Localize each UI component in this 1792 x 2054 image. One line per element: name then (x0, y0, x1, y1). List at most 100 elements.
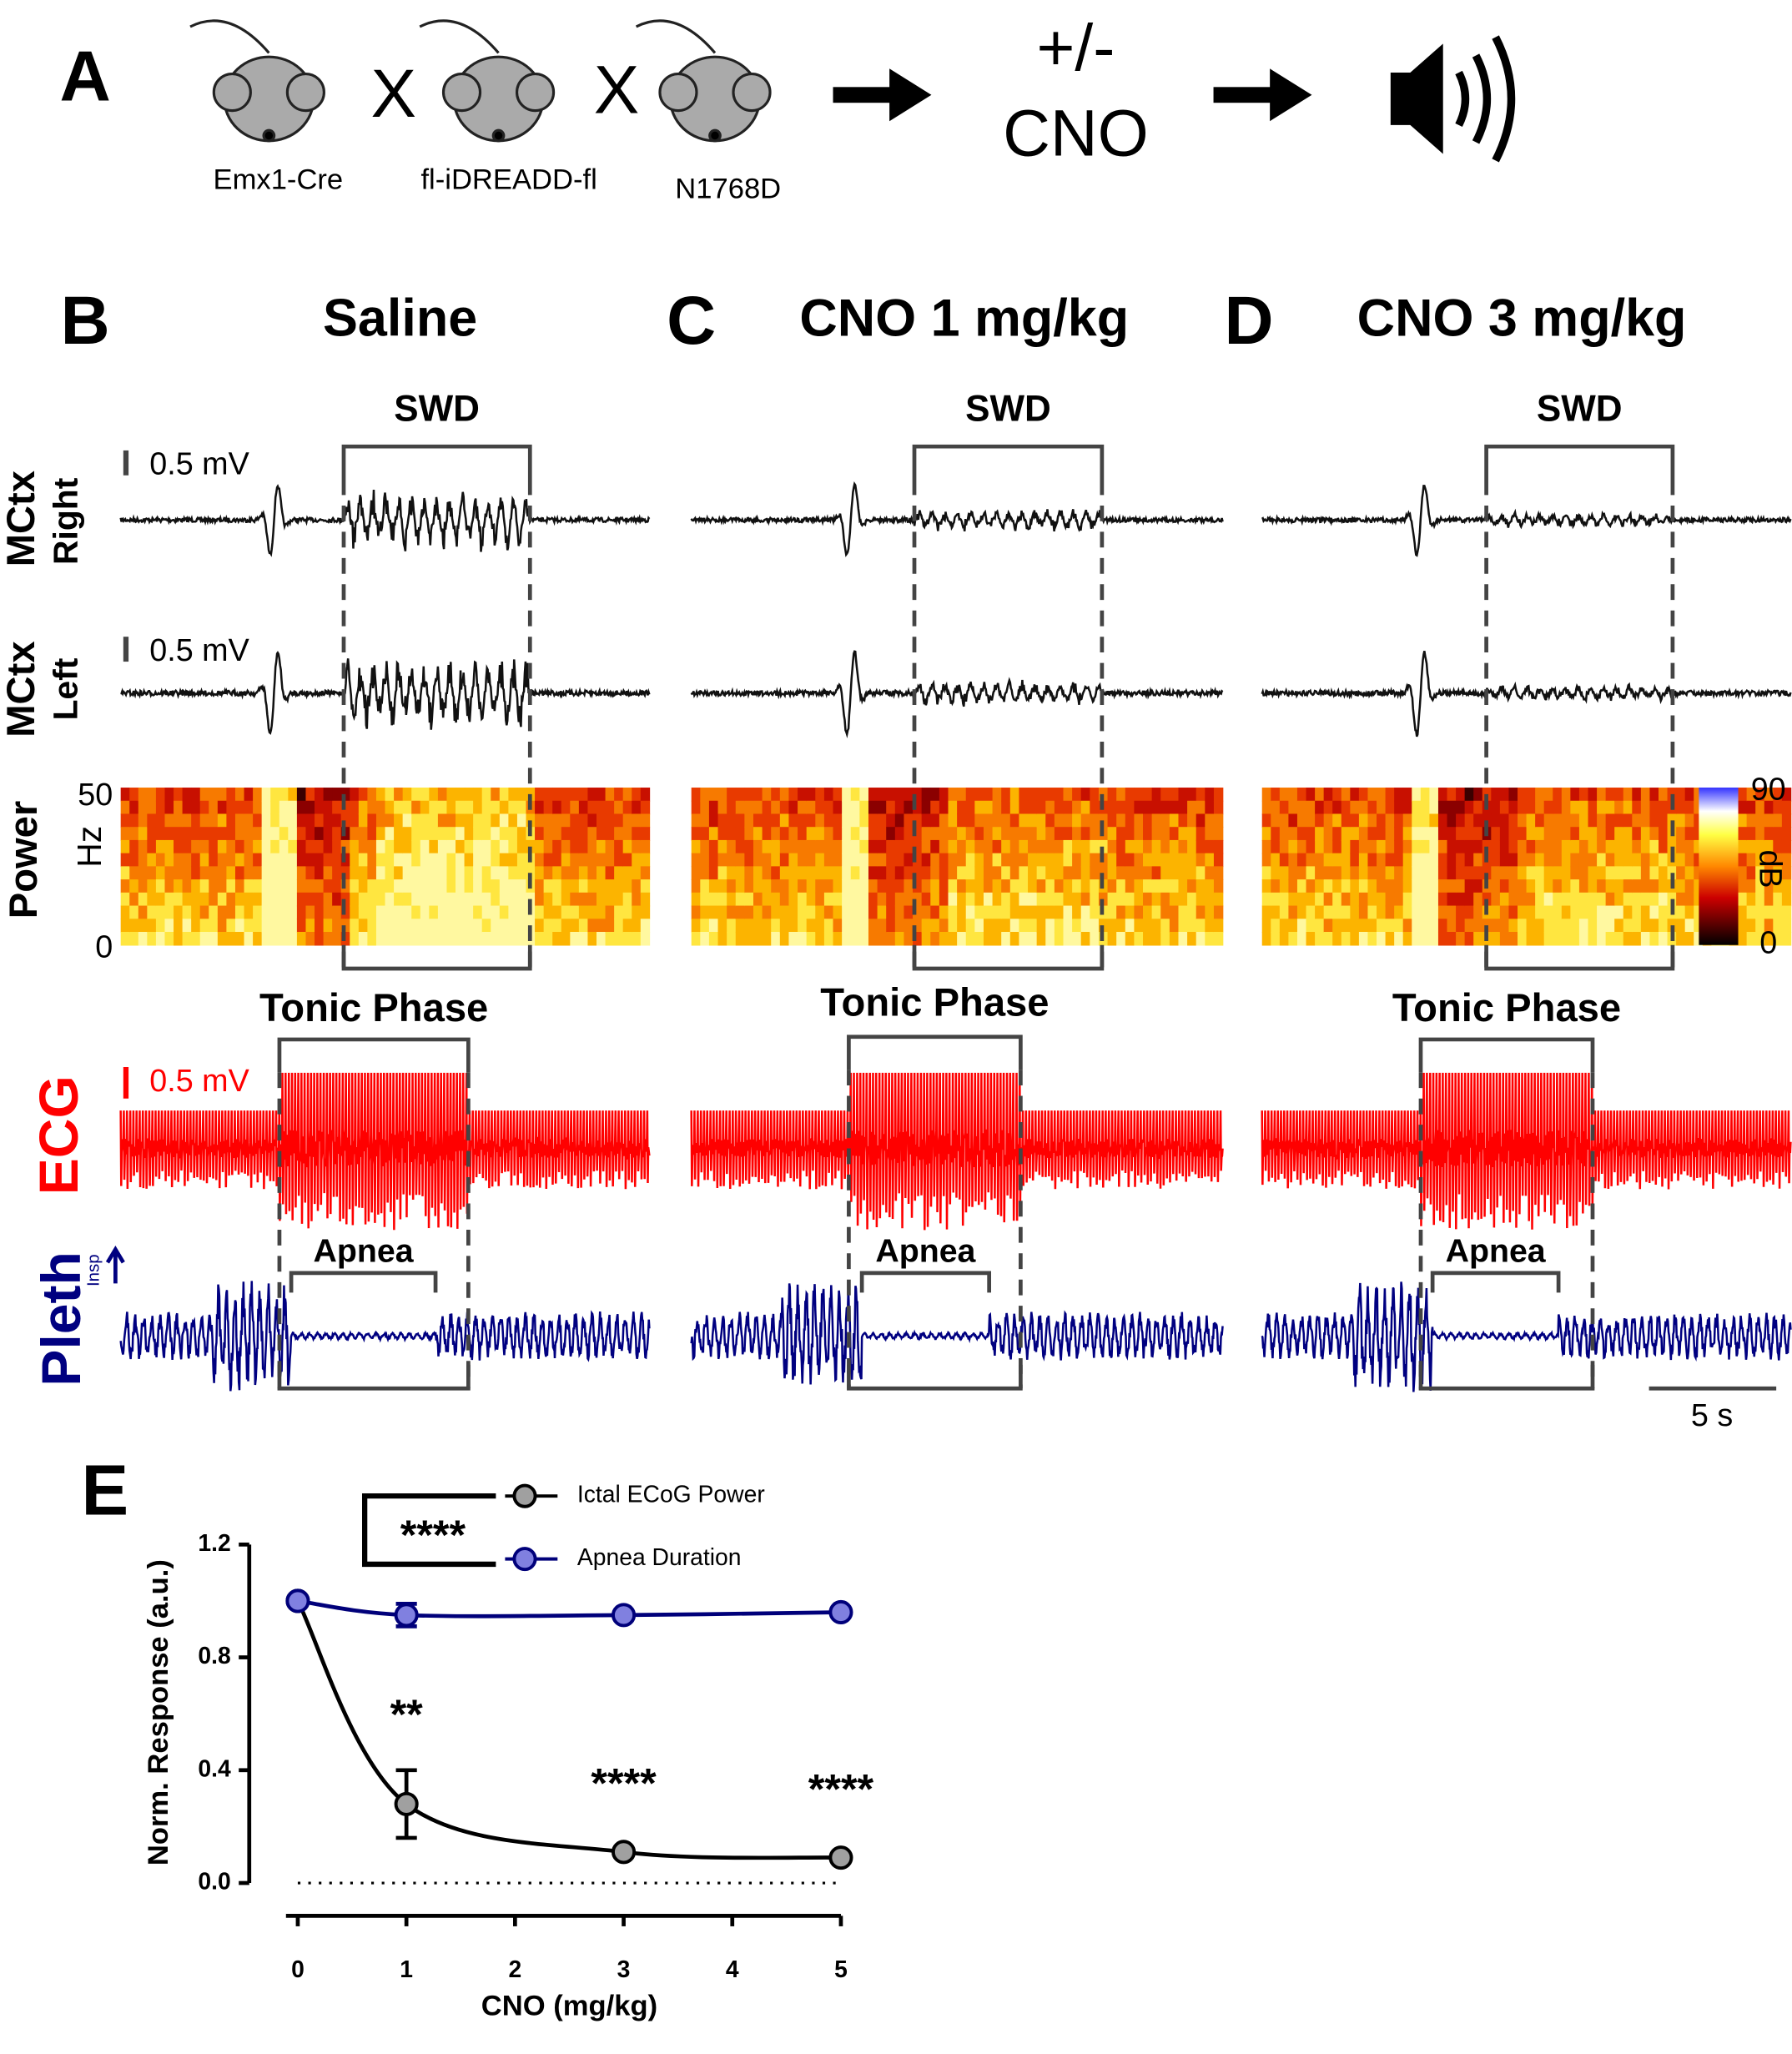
spectrogram-cell (288, 827, 298, 841)
spectrogram-cell (429, 879, 439, 894)
spectrogram-cell (1518, 839, 1528, 854)
spectrogram-cell (587, 813, 597, 828)
spectrogram-cell (1072, 813, 1082, 828)
spectrogram-cell (535, 879, 545, 894)
legend-label: Ictal ECoG Power (577, 1481, 765, 1508)
spectrogram-cell (1125, 813, 1135, 828)
spectrogram-cell (261, 800, 272, 815)
spectrogram-cell (226, 839, 236, 854)
spectrogram-cell (1196, 788, 1206, 802)
spectrogram-cell (1054, 839, 1065, 854)
spectrogram-cell (1090, 931, 1100, 946)
spectrogram-cell (1412, 866, 1422, 880)
spectrogram-cell (948, 866, 958, 880)
spectrogram-cell (806, 892, 817, 907)
spectrogram-cell (358, 919, 369, 933)
spectrogram-cell (315, 827, 325, 841)
spectrogram-cell (1614, 827, 1624, 841)
spectrogram-cell (877, 813, 887, 828)
spectrogram-cell (640, 813, 651, 828)
spectrogram-cell (1063, 931, 1073, 946)
spectrogram-cell (1659, 788, 1669, 802)
spectrogram-cell (420, 931, 430, 946)
spectrogram-cell (199, 827, 210, 841)
spectrogram-cell (894, 813, 905, 828)
spectrogram-cell (815, 919, 825, 933)
spectrogram-cell (1605, 919, 1615, 933)
spectrogram-cell (1054, 788, 1065, 802)
spectrogram-cell (868, 839, 878, 854)
spectrogram-cell (842, 813, 852, 828)
spectrogram-cell (632, 788, 642, 802)
spectrogram-cell (691, 905, 702, 920)
spectrogram-cell (1080, 919, 1091, 933)
spectrogram-cell (842, 788, 852, 802)
spectrogram-cell (587, 892, 597, 907)
spectrogram-cell (823, 931, 834, 946)
spectrogram-cell (886, 866, 896, 880)
spectrogram-cell (1151, 839, 1162, 854)
spectrogram-cell (481, 839, 492, 854)
spectrogram-cell (877, 905, 887, 920)
spectrogram-cell (385, 866, 395, 880)
spectrogram-cell (499, 866, 510, 880)
spectrogram-cell (1341, 879, 1352, 894)
spectrogram-cell (279, 788, 289, 802)
spectrogram-cell (1491, 905, 1501, 920)
spectrogram-cell (771, 919, 781, 933)
spectrogram-cell (1205, 866, 1215, 880)
spectrogram-cell (155, 879, 166, 894)
spectrogram-cell (1385, 905, 1395, 920)
spectrogram-cell (1491, 827, 1501, 841)
spectrogram-cell (939, 905, 949, 920)
spectrogram-cell (1385, 892, 1395, 907)
spectrogram-cell (1553, 879, 1563, 894)
y-tick-label: 0.8 (198, 1642, 230, 1669)
spectrogram-cell (1588, 892, 1598, 907)
spectrogram-cell (1437, 788, 1448, 802)
spectrogram-cell (1350, 931, 1360, 946)
spectrogram-cell (1306, 866, 1316, 880)
spectrogram-cell (543, 853, 553, 868)
spectrogram-cell (877, 800, 887, 815)
spectrogram-cell (930, 866, 940, 880)
spectrogram-cell (622, 827, 633, 841)
spectrogram-cell (1491, 853, 1501, 868)
spectrogram-cell (1296, 827, 1307, 841)
mctx-left-trace (690, 650, 1224, 739)
spectrogram-cell (147, 813, 157, 828)
spectrogram-cell (358, 892, 369, 907)
spectrogram-cell (1009, 879, 1020, 894)
spectrogram-cell (691, 788, 702, 802)
spectrogram-cell (332, 839, 342, 854)
spectrogram-cell (1169, 853, 1180, 868)
spectrogram-cell (199, 853, 210, 868)
spectrogram-cell (147, 892, 157, 907)
spectrogram-cell (886, 788, 896, 802)
spectrogram-cell (1623, 892, 1633, 907)
spectrogram-cell (1160, 892, 1170, 907)
spectrogram-cell (1429, 813, 1439, 828)
spectrogram-cell (164, 866, 174, 880)
spectrogram-cell (1187, 905, 1197, 920)
spectrogram-cell (261, 813, 272, 828)
spectrogram-cell (446, 905, 456, 920)
spectrogram-cell (1632, 813, 1642, 828)
spectrogram-cell (1543, 839, 1554, 854)
spectrogram-cell (411, 813, 421, 828)
spectrogram-cell (1009, 788, 1020, 802)
spectrogram-cell (762, 788, 773, 802)
spectrogram-cell (1623, 931, 1633, 946)
spectrogram-cell (552, 839, 562, 854)
spectrogram-cell (1623, 827, 1633, 841)
spectrogram-cell (913, 892, 923, 907)
spectrogram-cell (957, 919, 967, 933)
spectrogram-cell (138, 788, 148, 802)
spectrogram-cell (226, 800, 236, 815)
spectrogram-cell (499, 905, 510, 920)
spectrogram-cell (516, 827, 527, 841)
spectrogram-cell (570, 788, 580, 802)
spectrogram-cell (727, 827, 737, 841)
spectrogram-cell (1279, 800, 1290, 815)
spectrogram-cell (279, 931, 289, 946)
